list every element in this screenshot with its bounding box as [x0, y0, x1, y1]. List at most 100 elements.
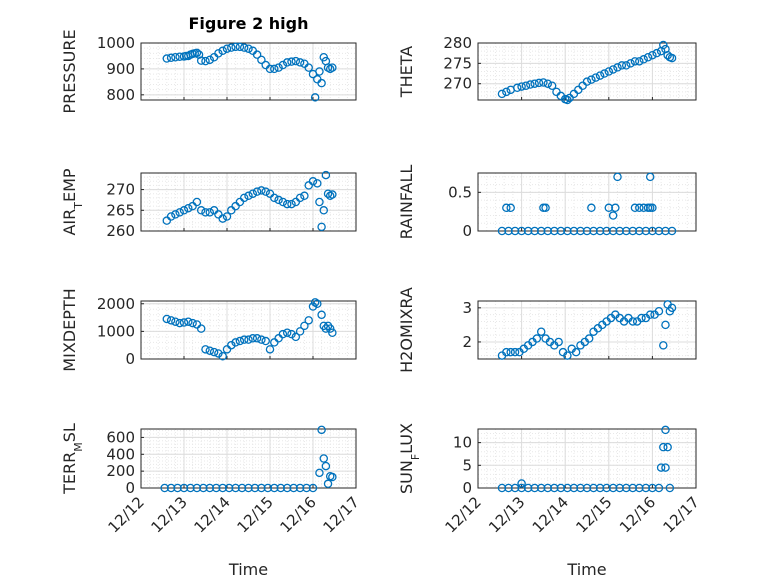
data-point [617, 61, 627, 70]
data-point [656, 463, 666, 472]
data-point [328, 190, 337, 199]
y-tick-label: 900 [106, 60, 135, 78]
data-point [317, 78, 326, 88]
data-point [589, 483, 598, 493]
y-tick-label: 800 [106, 86, 135, 104]
data-point [252, 334, 262, 343]
axes-box [140, 428, 357, 489]
data-point [641, 483, 651, 493]
y-tick-label: 265 [106, 201, 135, 219]
y-tick-label: 3 [462, 299, 472, 317]
data-point [582, 77, 592, 86]
axes-box [140, 300, 357, 360]
data-point [166, 316, 176, 325]
data-point [510, 226, 520, 236]
data-point [287, 199, 296, 209]
data-point [244, 191, 253, 201]
data-point [665, 483, 675, 493]
x-tick-label: 12/16 [277, 493, 320, 536]
y-tick-label: 0 [462, 479, 472, 497]
data-point [282, 58, 292, 67]
data-point [257, 186, 266, 195]
data-point [304, 316, 313, 325]
data-point [556, 226, 566, 236]
data-point [604, 67, 614, 76]
data-point [502, 347, 511, 357]
data-point [235, 336, 245, 346]
data-point [179, 318, 189, 327]
data-point [205, 483, 215, 493]
data-point [563, 226, 572, 236]
data-point [214, 210, 223, 219]
data-point [222, 44, 232, 53]
x-tick-label: 12/12 [442, 493, 485, 536]
axes-box [477, 172, 697, 232]
data-point [270, 483, 279, 493]
data-point [602, 483, 611, 493]
data-point [295, 327, 305, 336]
data-point [659, 341, 668, 350]
y-axis-label: RAINFALL [397, 165, 416, 240]
data-point [291, 56, 301, 66]
data-point [563, 483, 572, 493]
data-point [571, 347, 581, 357]
data-point [661, 425, 670, 435]
data-point [661, 226, 670, 236]
data-point [534, 78, 544, 88]
y-axis-label: THETA [397, 46, 416, 98]
data-point [615, 483, 624, 493]
data-point [643, 53, 653, 62]
data-point [295, 483, 305, 493]
data-point [205, 55, 215, 65]
data-point [265, 64, 275, 74]
y-axis-label: AIRTEMP [60, 168, 85, 235]
data-point [536, 327, 546, 336]
data-point [300, 191, 309, 201]
data-point [289, 483, 298, 493]
data-point [205, 346, 215, 355]
data-point [652, 48, 662, 58]
data-point [257, 55, 266, 65]
data-point [637, 313, 646, 323]
data-point [265, 345, 275, 354]
data-point [328, 328, 337, 338]
data-point [218, 46, 227, 56]
data-point [270, 193, 279, 203]
data-point [321, 461, 331, 471]
data-point [648, 226, 657, 236]
data-point [214, 49, 223, 58]
data-point [237, 483, 247, 493]
data-point [239, 43, 249, 52]
y-tick-label: 260 [106, 222, 135, 240]
data-point [248, 189, 258, 198]
y-tick-label: 2000 [97, 295, 135, 313]
data-point [510, 347, 520, 357]
y-tick-label: 0 [462, 222, 472, 240]
data-point [278, 329, 288, 339]
data-point [661, 463, 670, 472]
data-point [263, 483, 273, 493]
data-point [175, 52, 184, 61]
data-point [589, 226, 598, 236]
data-point [328, 472, 337, 482]
data-point [663, 442, 672, 452]
y-tick-label: 600 [106, 428, 135, 446]
data-point [521, 81, 531, 91]
data-point [278, 197, 288, 207]
data-point [166, 483, 176, 493]
data-point [645, 172, 655, 182]
data-point [214, 349, 223, 358]
data-point [304, 63, 313, 72]
data-point [325, 324, 335, 333]
axes-box [477, 428, 697, 489]
data-point [648, 203, 657, 213]
data-point [563, 351, 572, 360]
data-point [160, 483, 169, 493]
data-point [321, 170, 331, 180]
data-point [171, 210, 180, 219]
data-point [287, 57, 296, 66]
data-point [310, 298, 320, 307]
x-tick-label: 12/14 [529, 493, 572, 536]
